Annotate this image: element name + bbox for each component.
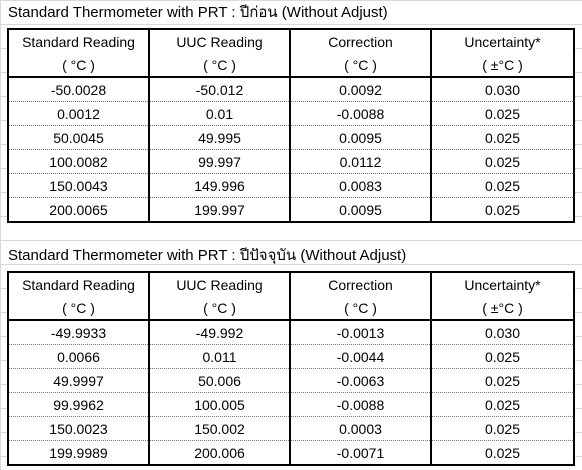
cell[interactable]: 0.0012 bbox=[7, 101, 150, 126]
table1-title: Standard Thermometer with PRT : ปีก่อน (… bbox=[8, 4, 388, 21]
cell[interactable]: 0.025 bbox=[430, 101, 575, 126]
table-row: 99.9962 100.005 -0.0088 0.025 bbox=[7, 392, 575, 417]
unit-correction[interactable]: ( °C ) bbox=[289, 297, 432, 321]
unit-standard-reading[interactable]: ( °C ) bbox=[7, 54, 150, 78]
header-uuc-reading[interactable]: UUC Reading bbox=[148, 28, 291, 54]
header-uncertainty[interactable]: Uncertainty* bbox=[430, 271, 575, 297]
cell[interactable]: 50.0045 bbox=[7, 125, 150, 150]
cell[interactable]: -49.9933 bbox=[7, 320, 150, 345]
header-correction[interactable]: Correction bbox=[289, 271, 432, 297]
cell[interactable]: 0.030 bbox=[430, 320, 575, 345]
cell[interactable]: 0.025 bbox=[430, 392, 575, 417]
cell[interactable]: 99.9962 bbox=[7, 392, 150, 417]
cell[interactable]: 200.006 bbox=[148, 440, 291, 466]
cell[interactable]: 0.025 bbox=[430, 440, 575, 466]
unit-uncertainty[interactable]: ( ±°C ) bbox=[430, 54, 575, 78]
table-row: 50.0045 49.995 0.0095 0.025 bbox=[7, 125, 575, 150]
cell[interactable]: 49.995 bbox=[148, 125, 291, 150]
cell[interactable]: 0.030 bbox=[430, 77, 575, 102]
cell[interactable]: 0.0083 bbox=[289, 173, 432, 198]
cell[interactable]: 0.01 bbox=[148, 101, 291, 126]
cell[interactable]: 100.005 bbox=[148, 392, 291, 417]
cell[interactable]: 200.0065 bbox=[7, 197, 150, 223]
cell[interactable]: -50.0028 bbox=[7, 77, 150, 102]
cell[interactable]: 50.006 bbox=[148, 368, 291, 393]
cell[interactable]: 0.025 bbox=[430, 344, 575, 369]
table-row: 199.9989 200.006 -0.0071 0.025 bbox=[7, 440, 575, 466]
cell[interactable]: 100.0082 bbox=[7, 149, 150, 174]
cell[interactable]: 0.025 bbox=[430, 173, 575, 198]
cell[interactable]: -0.0063 bbox=[289, 368, 432, 393]
header-standard-reading[interactable]: Standard Reading bbox=[7, 271, 150, 297]
unit-uuc-reading[interactable]: ( °C ) bbox=[148, 54, 291, 78]
table-row: 0.0012 0.01 -0.0088 0.025 bbox=[7, 101, 575, 126]
table-row: 100.0082 99.997 0.0112 0.025 bbox=[7, 149, 575, 174]
cell[interactable]: 0.025 bbox=[430, 149, 575, 174]
cell[interactable]: 0.0112 bbox=[289, 149, 432, 174]
calibration-table-current-year: Standard Reading UUC Reading Correction … bbox=[7, 271, 575, 466]
unit-uncertainty[interactable]: ( ±°C ) bbox=[430, 297, 575, 321]
cell[interactable]: 150.0023 bbox=[7, 416, 150, 441]
table-row: 49.9997 50.006 -0.0063 0.025 bbox=[7, 368, 575, 393]
cell[interactable]: 0.0095 bbox=[289, 125, 432, 150]
cell[interactable]: 199.997 bbox=[148, 197, 291, 223]
cell[interactable]: 0.0095 bbox=[289, 197, 432, 223]
cell[interactable]: -0.0044 bbox=[289, 344, 432, 369]
header-correction[interactable]: Correction bbox=[289, 28, 432, 54]
cell[interactable]: 0.011 bbox=[148, 344, 291, 369]
cell[interactable]: 0.0003 bbox=[289, 416, 432, 441]
cell[interactable]: 0.0092 bbox=[289, 77, 432, 102]
cell[interactable]: 0.025 bbox=[430, 368, 575, 393]
table2-title: Standard Thermometer with PRT : ปีปัจจุบ… bbox=[8, 247, 407, 264]
cell[interactable]: 150.002 bbox=[148, 416, 291, 441]
table-row: 150.0023 150.002 0.0003 0.025 bbox=[7, 416, 575, 441]
cell[interactable]: 150.0043 bbox=[7, 173, 150, 198]
table-row: 0.0066 0.011 -0.0044 0.025 bbox=[7, 344, 575, 369]
cell[interactable]: -0.0088 bbox=[289, 392, 432, 417]
cell[interactable]: -50.012 bbox=[148, 77, 291, 102]
cell[interactable]: 0.025 bbox=[430, 197, 575, 223]
table-row: -50.0028 -50.012 0.0092 0.030 bbox=[7, 77, 575, 102]
cell[interactable]: 199.9989 bbox=[7, 440, 150, 466]
cell[interactable]: -0.0088 bbox=[289, 101, 432, 126]
cell[interactable]: -49.992 bbox=[148, 320, 291, 345]
cell[interactable]: 0.025 bbox=[430, 416, 575, 441]
unit-standard-reading[interactable]: ( °C ) bbox=[7, 297, 150, 321]
table-row: 200.0065 199.997 0.0095 0.025 bbox=[7, 197, 575, 223]
cell[interactable]: 0.0066 bbox=[7, 344, 150, 369]
header-uuc-reading[interactable]: UUC Reading bbox=[148, 271, 291, 297]
header-standard-reading[interactable]: Standard Reading bbox=[7, 28, 150, 54]
cell[interactable]: -0.0013 bbox=[289, 320, 432, 345]
table-row: 150.0043 149.996 0.0083 0.025 bbox=[7, 173, 575, 198]
cell[interactable]: -0.0071 bbox=[289, 440, 432, 466]
cell[interactable]: 99.997 bbox=[148, 149, 291, 174]
calibration-table-previous-year: Standard Reading UUC Reading Correction … bbox=[7, 28, 575, 223]
cell[interactable]: 149.996 bbox=[148, 173, 291, 198]
table-row: -49.9933 -49.992 -0.0013 0.030 bbox=[7, 320, 575, 345]
unit-correction[interactable]: ( °C ) bbox=[289, 54, 432, 78]
unit-uuc-reading[interactable]: ( °C ) bbox=[148, 297, 291, 321]
header-uncertainty[interactable]: Uncertainty* bbox=[430, 28, 575, 54]
cell[interactable]: 0.025 bbox=[430, 125, 575, 150]
cell[interactable]: 49.9997 bbox=[7, 368, 150, 393]
